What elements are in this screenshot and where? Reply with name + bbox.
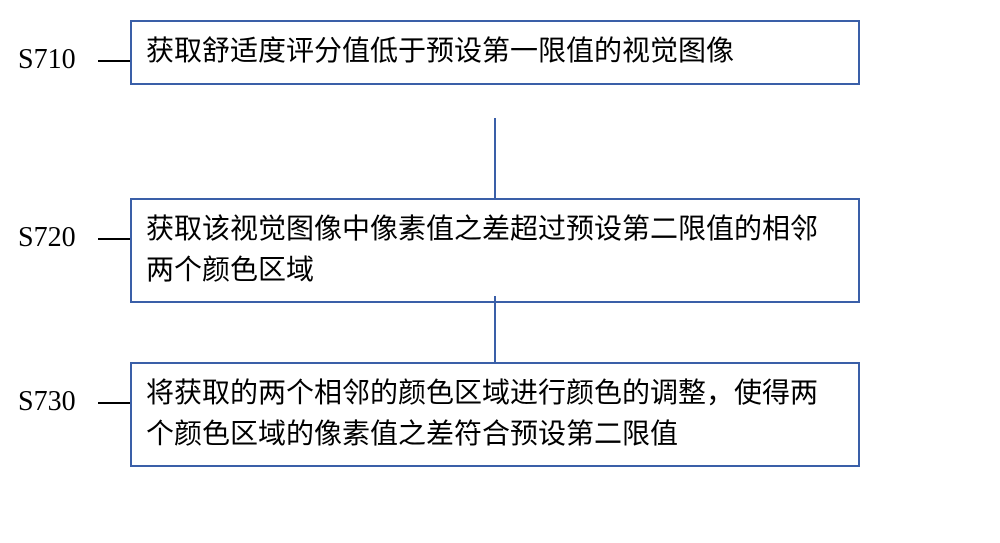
- label-connector-s730: [98, 402, 130, 404]
- step-label-s710: S710: [18, 44, 76, 76]
- flowchart-container: S710 获取舒适度评分值低于预设第一限值的视觉图像 S720 获取该视觉图像中…: [0, 0, 1000, 543]
- step-label-s720: S720: [18, 222, 76, 254]
- connector-s710-s720: [494, 118, 496, 198]
- step-box-s710: 获取舒适度评分值低于预设第一限值的视觉图像: [130, 20, 860, 85]
- step-box-s730: 将获取的两个相邻的颜色区域进行颜色的调整，使得两个颜色区域的像素值之差符合预设第…: [130, 362, 860, 467]
- connector-s720-s730: [494, 296, 496, 362]
- step-label-s730: S730: [18, 386, 76, 418]
- label-connector-s720: [98, 238, 130, 240]
- step-box-s720: 获取该视觉图像中像素值之差超过预设第二限值的相邻两个颜色区域: [130, 198, 860, 303]
- label-connector-s710: [98, 60, 130, 62]
